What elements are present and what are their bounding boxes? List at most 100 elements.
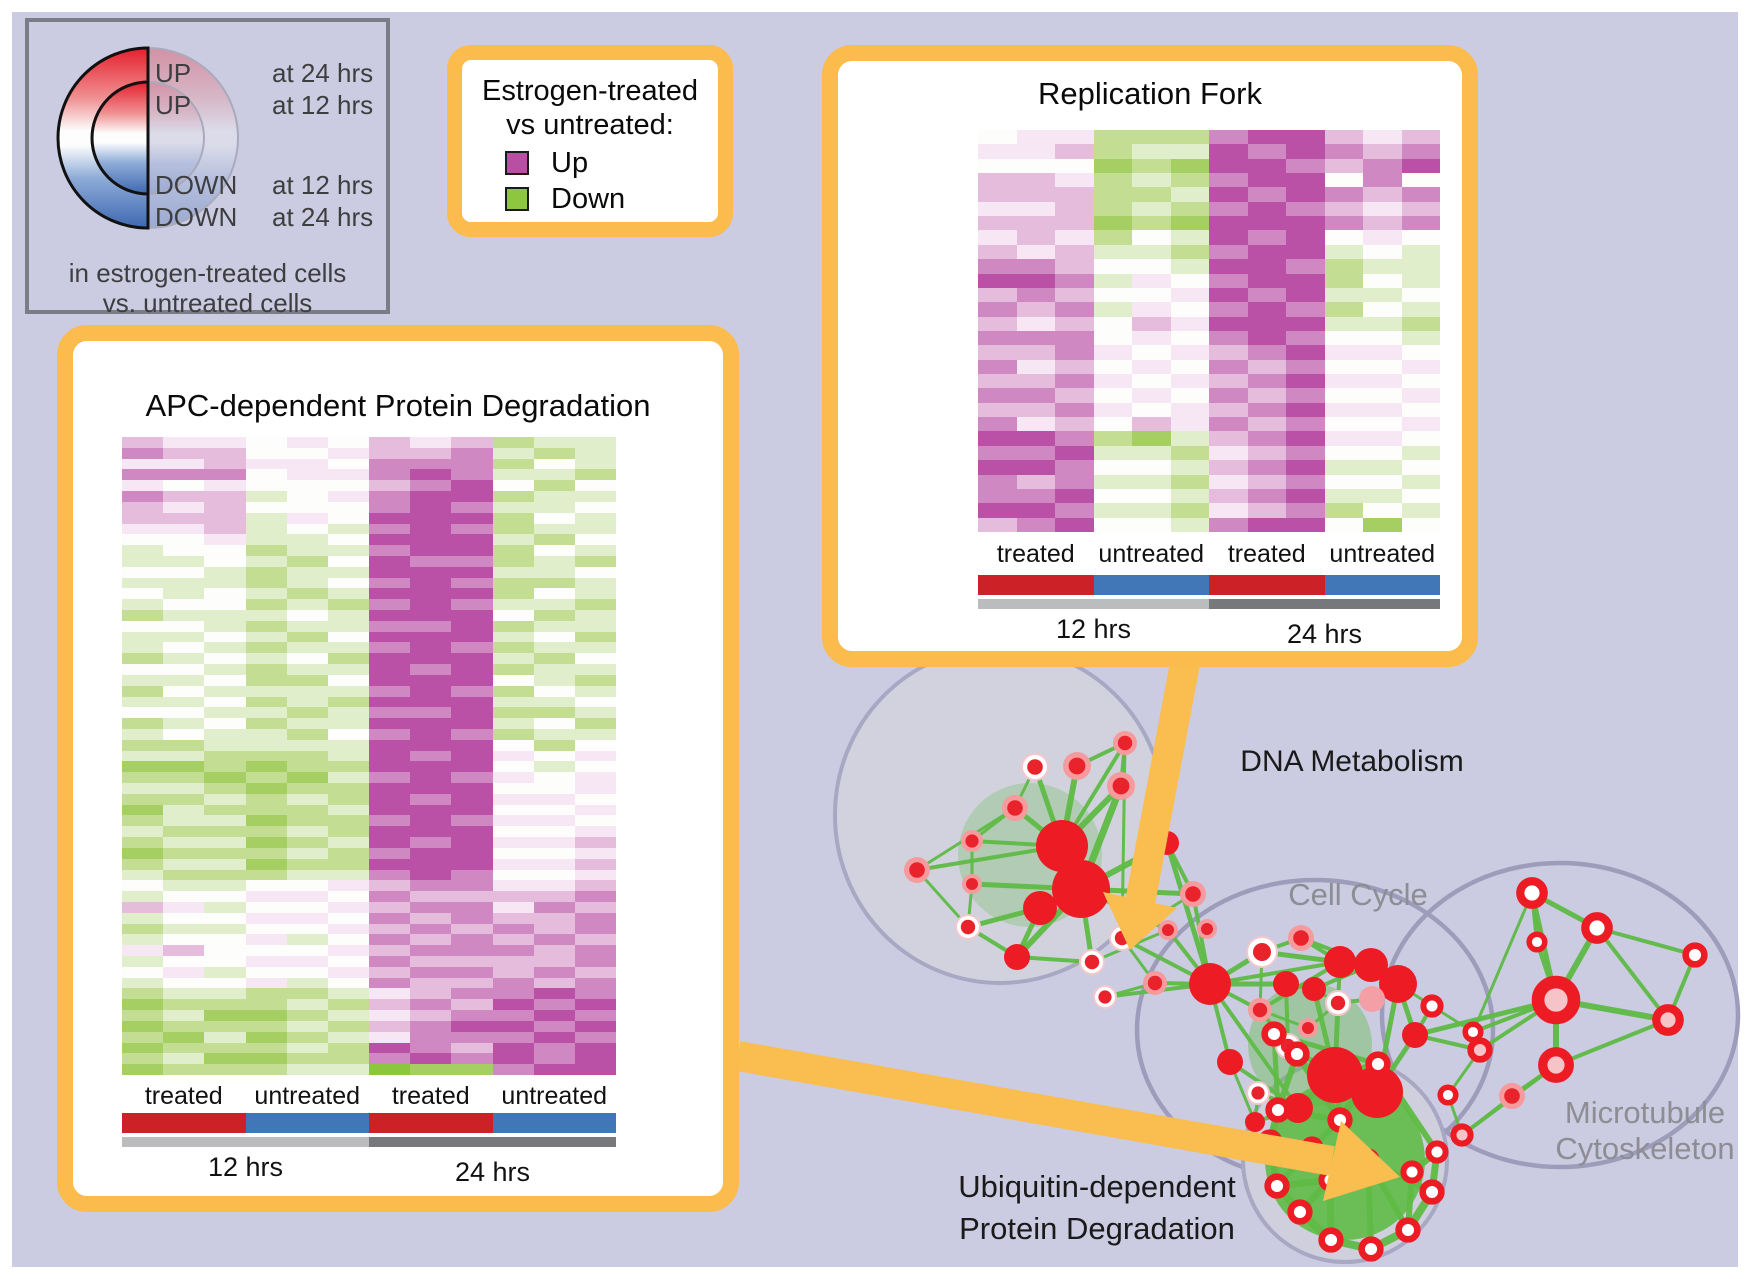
gene-node bbox=[1359, 986, 1385, 1012]
time-color-segment bbox=[978, 599, 1209, 609]
legend-item-label: Down bbox=[551, 182, 626, 215]
gene-node bbox=[1420, 994, 1444, 1018]
arrow-apc-to-ubiquitin-head bbox=[1323, 1121, 1400, 1201]
gene-node bbox=[1036, 820, 1088, 872]
ubiquitin-label-line2: Protein Degradation bbox=[959, 1211, 1235, 1246]
group-color-segment bbox=[978, 575, 1094, 595]
gene-node bbox=[1283, 1093, 1313, 1123]
microtubule-ellipse bbox=[1379, 860, 1741, 1170]
group-color-segment bbox=[1324, 575, 1440, 595]
rf-group-labels: treated untreated treated untreated bbox=[978, 540, 1440, 568]
legend-item-up: Up bbox=[505, 145, 625, 181]
gene-node bbox=[1682, 942, 1708, 968]
time-label: 12 hrs bbox=[1055, 614, 1132, 644]
gene-node bbox=[1307, 1047, 1363, 1103]
group-color-segment bbox=[1093, 575, 1209, 595]
group-label: untreated bbox=[501, 1082, 608, 1110]
rf-heatmap bbox=[978, 130, 1440, 532]
updown-scale-word: DOWN bbox=[155, 170, 238, 200]
gene-node bbox=[1395, 1217, 1421, 1243]
gene-node bbox=[1354, 948, 1388, 982]
apc-panel-title: APC-dependent Protein Degradation bbox=[145, 388, 651, 423]
rf-time-labels: 12 hrs 24 hrs bbox=[978, 614, 1440, 649]
updown-color-legend-box bbox=[447, 45, 733, 237]
time-label: 24 hrs bbox=[1286, 619, 1363, 649]
gene-node bbox=[1450, 1123, 1474, 1147]
apc-group-labels: treated untreated treated untreated bbox=[122, 1082, 616, 1110]
gene-node bbox=[1004, 944, 1030, 970]
orange-arrows bbox=[735, 655, 1400, 1201]
group-color-segment bbox=[1209, 575, 1325, 595]
arrow-replication-fork-to-dna-head bbox=[1103, 892, 1177, 950]
apc-time-labels: 12 hrs 24 hrs bbox=[122, 1152, 616, 1187]
gene-node bbox=[1652, 1004, 1684, 1036]
updown-scale-footer-line2: vs. untreated cells bbox=[102, 288, 313, 318]
group-color-segment bbox=[122, 1113, 246, 1133]
group-color-segment bbox=[369, 1113, 493, 1133]
gene-node bbox=[1516, 877, 1548, 909]
cluster-labels: DNA Metabolism Cell Cycle MicrotubuleCytos… bbox=[958, 745, 1734, 1246]
updown-color-legend-title-line1: Estrogen-treated bbox=[481, 75, 698, 107]
dna-metabolism-label: DNA Metabolism bbox=[1240, 745, 1463, 778]
group-label: treated bbox=[144, 1082, 223, 1110]
legend-item-down: Down bbox=[505, 181, 625, 217]
arrow-replication-fork-to-dna bbox=[1125, 655, 1201, 906]
gene-node bbox=[1365, 1051, 1391, 1077]
gene-node bbox=[1581, 912, 1613, 944]
microtubule-label-line2: Cytoskeleton bbox=[1555, 1131, 1734, 1166]
gene-node bbox=[1531, 975, 1581, 1025]
ubiquitin-label-line1: Ubiquitin-dependent bbox=[958, 1169, 1236, 1204]
gene-node bbox=[1284, 1041, 1310, 1067]
group-color-segment bbox=[492, 1113, 616, 1133]
updown-scale-time: at 24 hrs bbox=[272, 58, 374, 88]
gene-node bbox=[1287, 1199, 1313, 1225]
rf-time-colorbar bbox=[978, 599, 1440, 609]
gene-node bbox=[1265, 1097, 1291, 1123]
gene-node bbox=[1351, 1066, 1403, 1118]
updown-scale-circles-icon bbox=[56, 46, 239, 230]
up-swatch-icon bbox=[505, 151, 529, 175]
gene-node bbox=[1264, 1173, 1290, 1199]
rf-group-colorbar bbox=[978, 575, 1440, 595]
gene-node bbox=[1437, 1084, 1459, 1106]
cell-cycle-label: Cell Cycle bbox=[1288, 877, 1428, 912]
apc-heatmap bbox=[122, 437, 616, 1075]
updown-scale-legend-box bbox=[25, 18, 390, 314]
updown-scale-time: at 12 hrs bbox=[272, 90, 374, 120]
gene-node bbox=[1526, 931, 1548, 953]
time-label: 12 hrs bbox=[207, 1152, 284, 1182]
group-label: untreated bbox=[254, 1082, 361, 1110]
gene-node bbox=[1245, 1112, 1265, 1132]
gene-node bbox=[1318, 1227, 1344, 1253]
group-label: treated bbox=[391, 1082, 470, 1110]
gene-node bbox=[1462, 1021, 1484, 1043]
gene-node bbox=[1261, 1021, 1287, 1047]
gene-node bbox=[1217, 1049, 1243, 1075]
updown-scale-word: UP bbox=[155, 58, 192, 88]
gene-node bbox=[1379, 965, 1417, 1003]
gene-node bbox=[1273, 971, 1299, 997]
updown-scale-time: at 12 hrs bbox=[272, 170, 374, 200]
down-swatch-icon bbox=[505, 187, 529, 211]
gene-node bbox=[1400, 1160, 1424, 1184]
apc-group-colorbar bbox=[122, 1113, 616, 1133]
gene-node bbox=[1189, 963, 1231, 1005]
gene-node bbox=[1023, 891, 1057, 925]
legend-item-label: Up bbox=[551, 146, 589, 179]
replication-fork-panel-title: Replication Fork bbox=[1038, 76, 1262, 111]
group-label: treated bbox=[996, 540, 1075, 568]
updown-color-legend-title-line2: vs untreated: bbox=[506, 109, 674, 141]
time-color-segment bbox=[1209, 599, 1440, 609]
group-label: untreated bbox=[1329, 540, 1436, 568]
updown-color-legend-items: Up Down bbox=[505, 145, 625, 217]
gene-node bbox=[1467, 1037, 1493, 1063]
updown-scale-footer-line1: in estrogen-treated cells bbox=[68, 258, 347, 288]
time-color-segment bbox=[122, 1137, 369, 1147]
gene-node bbox=[1419, 1179, 1445, 1205]
gene-node bbox=[1538, 1047, 1574, 1083]
gene-node bbox=[1052, 860, 1110, 918]
gene-node bbox=[1358, 1236, 1384, 1262]
arrow-apc-to-ubiquitin bbox=[735, 1041, 1335, 1176]
microtubule-label-line1: Microtubule bbox=[1565, 1095, 1725, 1130]
